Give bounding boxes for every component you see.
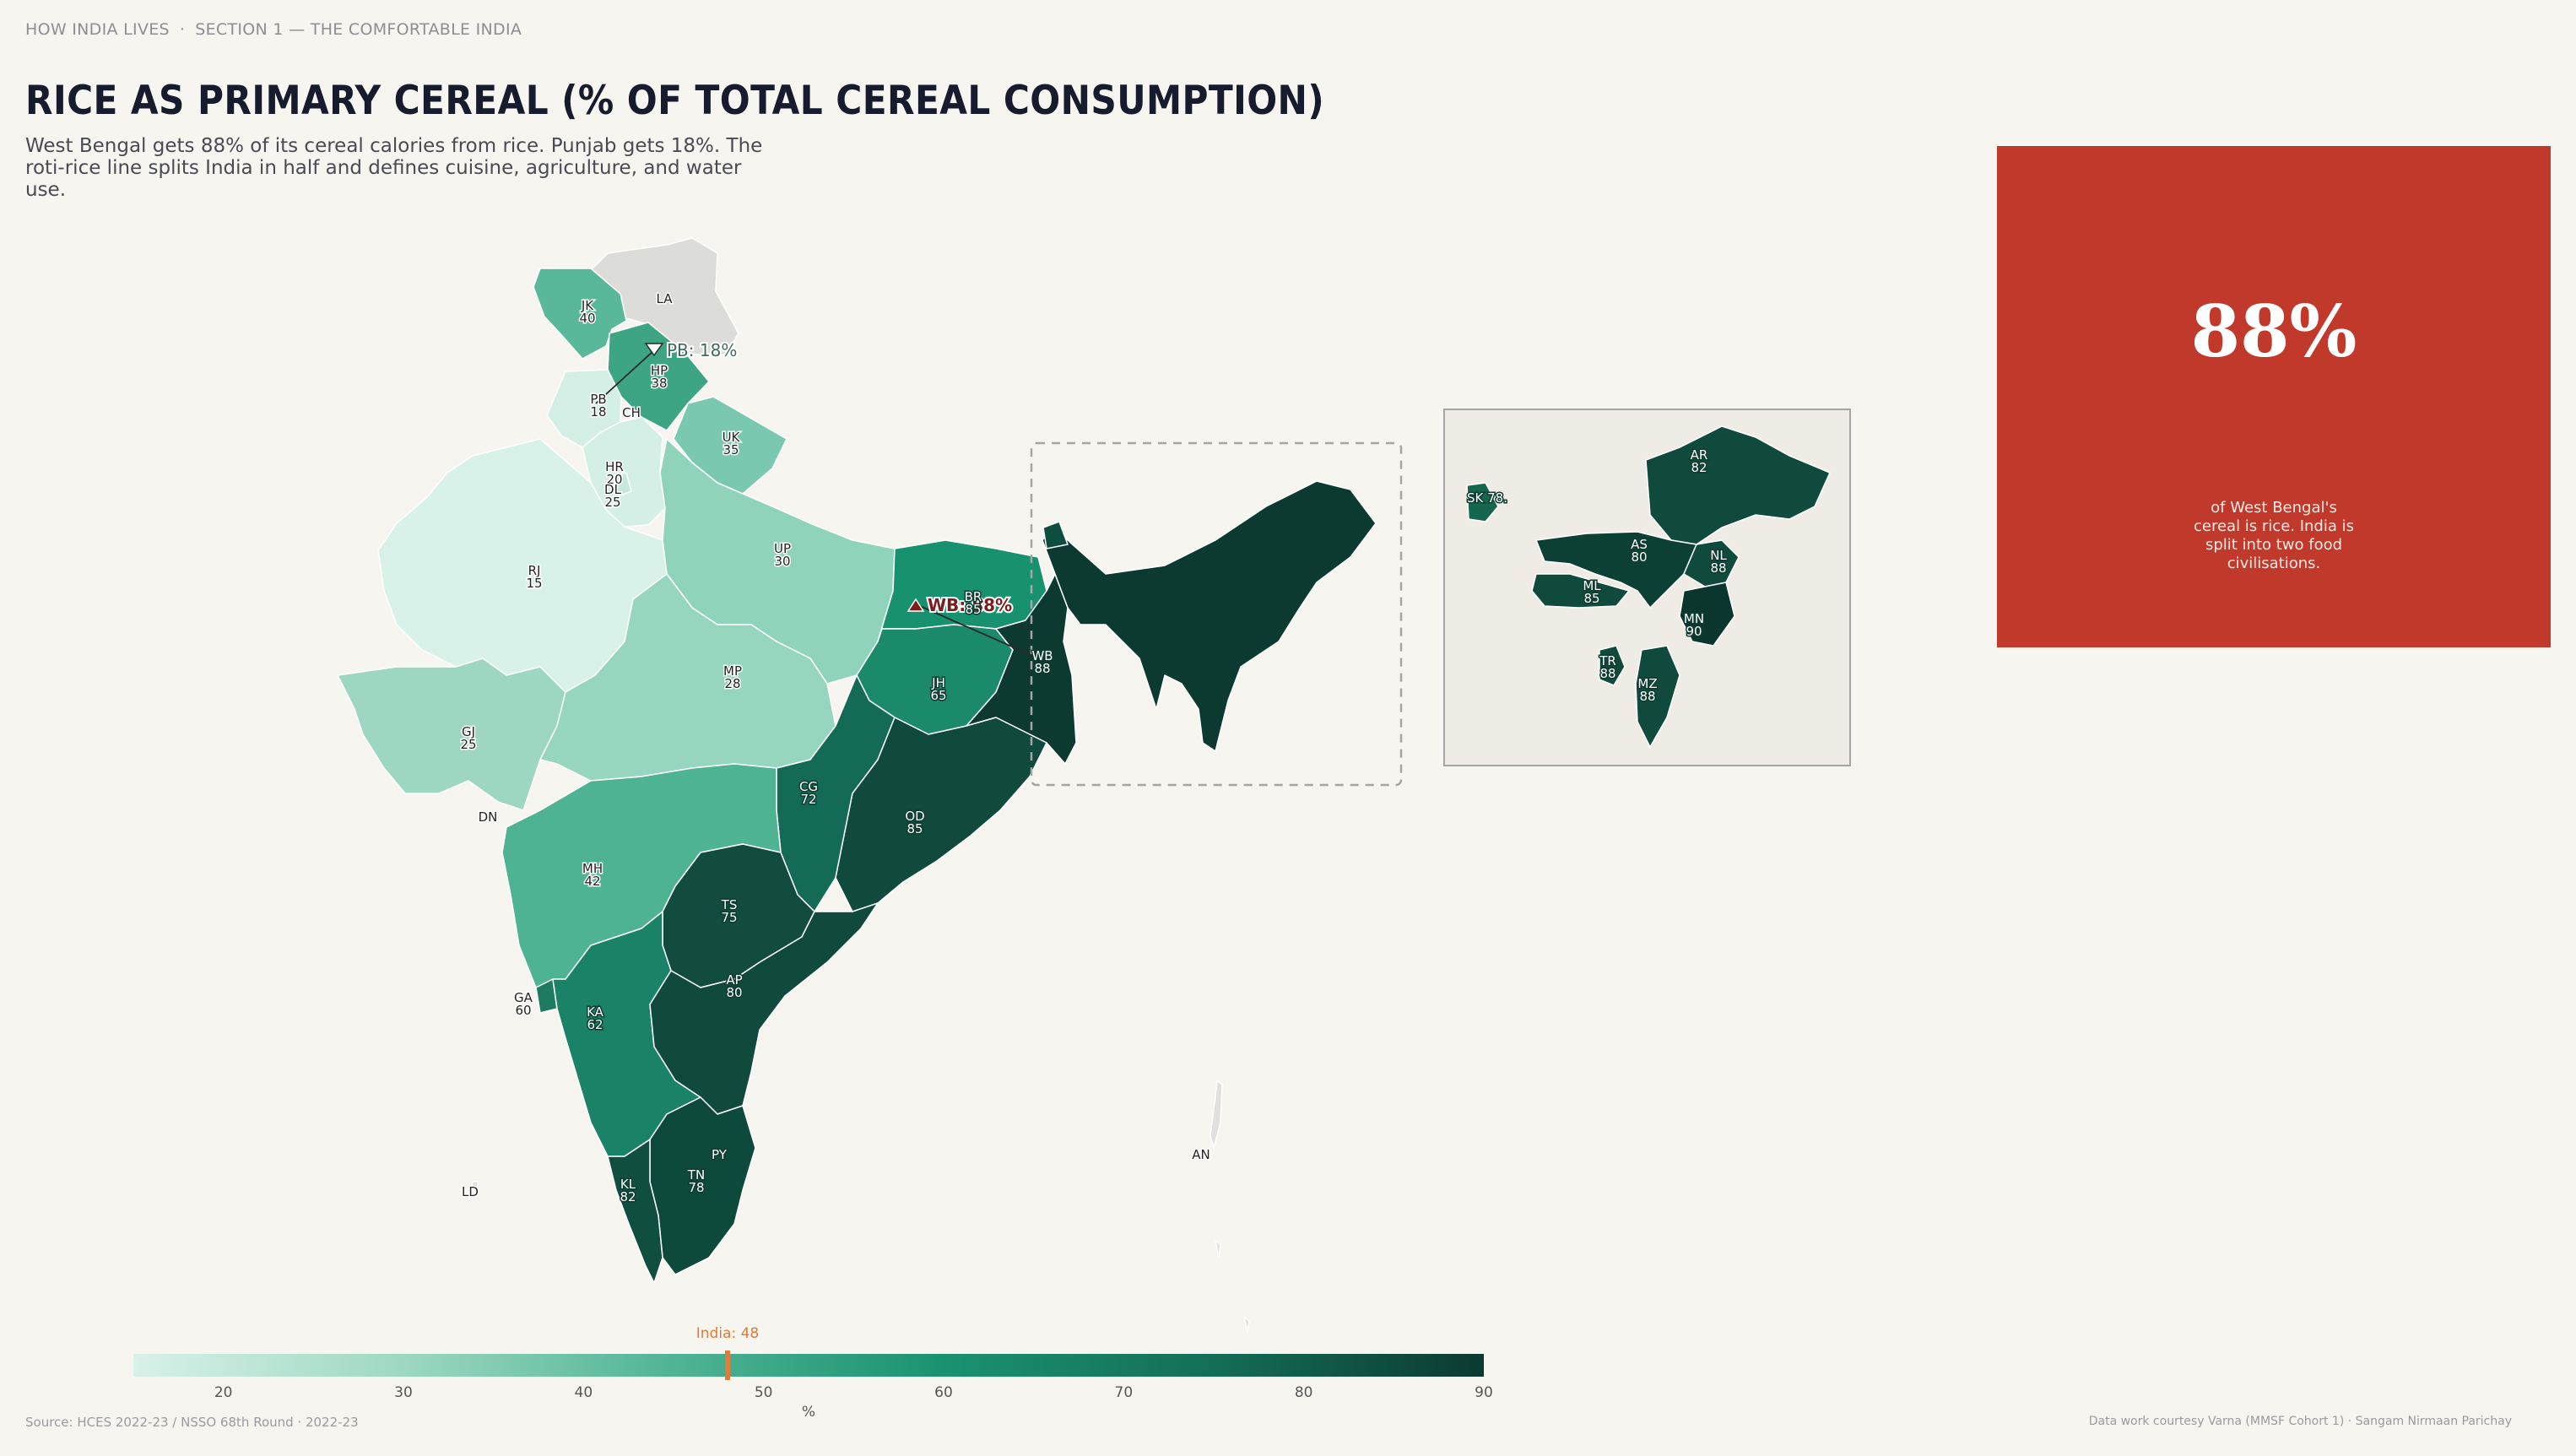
label-rj: RJ 15 <box>526 563 542 591</box>
inset-region-tr[interactable] <box>1599 645 1626 686</box>
region-jk[interactable] <box>533 268 627 360</box>
callout-lines <box>595 349 1043 661</box>
inset-labels: SK 78. AR 82 AS 80 NL 88 ML 85 MN 90 TR 88 MZ 8… <box>1466 447 1729 706</box>
legend-tick-90: 90 <box>1475 1384 1493 1401</box>
region-ap[interactable] <box>649 902 879 1115</box>
kicker-separator: · <box>179 20 186 39</box>
label-ga: GA 60 <box>514 990 533 1018</box>
wb-marker-triangle <box>906 598 925 612</box>
region-northeast[interactable] <box>1042 480 1377 752</box>
kicker: HOW INDIA LIVES · SECTION 1 — THE COMFORTA… <box>25 20 522 39</box>
label-ld: LD <box>462 1184 479 1199</box>
inset-region-as[interactable] <box>1534 531 1698 609</box>
label-jk: JK 40 <box>579 298 595 326</box>
kicker-section: SECTION 1 — THE COMFORTABLE INDIA <box>195 20 522 39</box>
inset-region-mz[interactable] <box>1635 645 1680 749</box>
legend-tick-40: 40 <box>575 1384 593 1401</box>
label-gj: GJ 25 <box>460 724 476 752</box>
region-od[interactable] <box>835 717 1047 912</box>
region-sk[interactable] <box>1042 521 1069 549</box>
inset-label-tr: TR 88 <box>1599 653 1616 681</box>
label-wb: WB 88 <box>1031 648 1053 676</box>
legend-color-bar <box>133 1354 1484 1377</box>
legend-tick-50: 50 <box>755 1384 773 1401</box>
legend-tick-80: 80 <box>1295 1384 1313 1401</box>
region-wb[interactable] <box>966 573 1077 765</box>
label-mh: MH 42 <box>582 861 603 889</box>
label-ka: KA 62 <box>587 1004 604 1032</box>
pb-marker-triangle <box>644 343 664 357</box>
label-mp: MP 28 <box>723 663 742 691</box>
label-ts: TS 75 <box>721 897 738 925</box>
label-tn: TN 78 <box>687 1167 705 1195</box>
label-dn: DN <box>479 809 498 825</box>
label-hp: HP 38 <box>651 363 668 391</box>
label-pb: PB 18 <box>590 392 606 419</box>
source-note: Source: HCES 2022-23 / NSSO 68th Round ·… <box>25 1415 359 1430</box>
region-dl[interactable] <box>609 472 632 499</box>
inset-label-mz: MZ 88 <box>1637 676 1657 704</box>
color-legend: 20 30 40 50 60 70 80 90 India: 48 % <box>133 1325 1493 1421</box>
label-ch: CH <box>622 405 641 420</box>
region-kl[interactable] <box>607 1139 663 1284</box>
inset-label-mn: MN 90 <box>1684 611 1704 639</box>
inset-label-ar: AR 82 <box>1691 447 1708 475</box>
inset-label-sk: SK 78. <box>1467 490 1507 506</box>
andaman-islands <box>1210 1080 1250 1333</box>
legend-tick-70: 70 <box>1115 1384 1134 1401</box>
label-cg: CG 72 <box>799 779 818 807</box>
label-up: UP 30 <box>774 541 791 569</box>
label-ap: AP 80 <box>726 972 742 1000</box>
inset-region-ml[interactable] <box>1531 573 1631 609</box>
credit-note: Data work courtesy Varna (MMSF Cohort 1)… <box>2088 1415 2512 1428</box>
national-average-label: India: 48 <box>696 1325 759 1342</box>
label-dl: DL 25 <box>604 482 622 510</box>
label-od: OD 85 <box>905 809 924 836</box>
label-py: PY <box>712 1147 728 1162</box>
national-average-marker <box>725 1350 730 1380</box>
inset-region-mn[interactable] <box>1679 582 1735 647</box>
kicker-series: HOW INDIA LIVES <box>25 20 170 39</box>
page-subtitle: West Bengal gets 88% of its cereal calor… <box>25 135 763 201</box>
northeast-inset <box>1443 409 1851 766</box>
page-title: RICE AS PRIMARY CEREAL (% OF TOTAL CEREA… <box>25 78 1325 124</box>
wb-callout: WB: 88% <box>928 595 1012 615</box>
inset-region-sk[interactable] <box>1466 482 1499 522</box>
legend-tick-30: 30 <box>394 1384 413 1401</box>
label-uk: UK 35 <box>722 430 741 457</box>
state-labels: JK 40 LA HP 38 PB 18 CH UK 35 HR 20 DL 25 RJ 15… <box>459 290 1211 1206</box>
region-up[interactable] <box>659 438 896 685</box>
region-mp[interactable] <box>539 573 836 782</box>
label-br: BR 85 <box>965 589 982 617</box>
lakshadweep-islands <box>472 1181 479 1189</box>
region-gj[interactable] <box>337 658 566 811</box>
pb-callout: PB: 18% <box>667 340 737 360</box>
label-an: AN <box>1192 1147 1210 1162</box>
inset-label-as: AS 80 <box>1631 537 1648 565</box>
label-hr: HR 20 <box>605 459 624 487</box>
inset-label-ml: ML 85 <box>1583 578 1601 606</box>
highlight-caption: of West Bengal's cereal is rice. India i… <box>2194 499 2354 572</box>
label-kl: KL 82 <box>620 1177 636 1204</box>
highlight-stat-card: 88% of West Bengal's cereal is rice. Ind… <box>1997 146 2551 647</box>
legend-tick-60: 60 <box>934 1384 953 1401</box>
legend-tick-20: 20 <box>214 1384 233 1401</box>
northeast-highlight-frame <box>1030 441 1403 787</box>
highlight-number: 88% <box>2190 290 2357 373</box>
legend-unit: % <box>802 1404 815 1421</box>
inset-label-nl: NL 88 <box>1710 548 1727 576</box>
label-jh: JH 65 <box>930 675 946 703</box>
label-la: LA <box>657 291 674 306</box>
